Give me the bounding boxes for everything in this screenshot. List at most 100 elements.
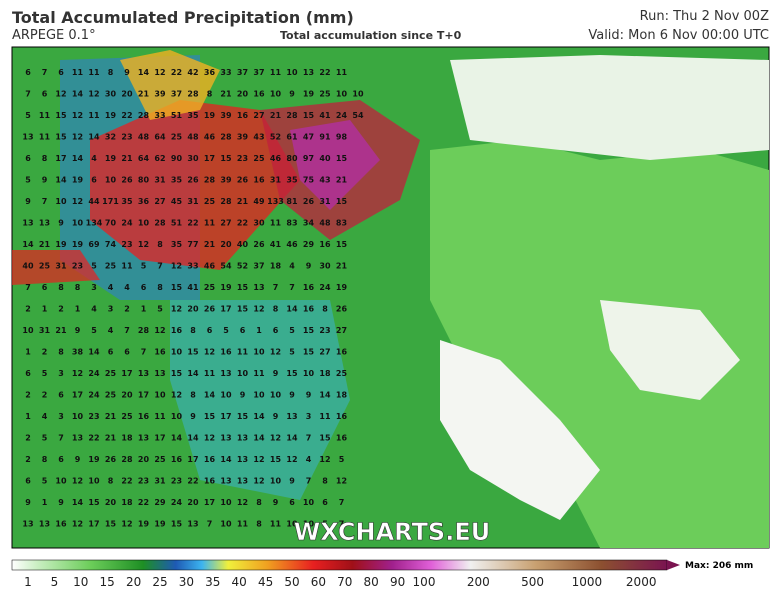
grid-value: 22 bbox=[187, 477, 198, 486]
grid-value: 16 bbox=[204, 455, 216, 464]
grid-value: 21 bbox=[336, 176, 348, 185]
grid-value: 23 bbox=[171, 477, 182, 486]
grid-value: 62 bbox=[154, 154, 165, 163]
dry-land bbox=[600, 300, 740, 400]
grid-value: 16 bbox=[253, 176, 265, 185]
grid-value: 14 bbox=[204, 391, 216, 400]
grid-value: 10 bbox=[72, 412, 84, 421]
grid-value: 10 bbox=[22, 326, 34, 335]
grid-value: 12 bbox=[138, 240, 149, 249]
grid-value: 22 bbox=[187, 219, 198, 228]
grid-value: 14 bbox=[286, 305, 298, 314]
grid-value: 54 bbox=[220, 262, 232, 271]
grid-value: 4 bbox=[91, 305, 97, 314]
grid-value: 18 bbox=[121, 498, 133, 507]
grid-value: 16 bbox=[336, 412, 348, 421]
grid-value: 12 bbox=[270, 434, 281, 443]
grid-value: 21 bbox=[220, 90, 232, 99]
grid-value: 8 bbox=[207, 90, 213, 99]
legend-tick-label: 20 bbox=[126, 575, 141, 589]
grid-value: 17 bbox=[55, 154, 66, 163]
legend-tick-label: 50 bbox=[284, 575, 299, 589]
grid-value: 24 bbox=[88, 369, 100, 378]
grid-value: 11 bbox=[270, 219, 282, 228]
grid-value: 9 bbox=[273, 369, 279, 378]
grid-value: 51 bbox=[171, 219, 183, 228]
grid-value: 13 bbox=[39, 219, 50, 228]
grid-value: 15 bbox=[336, 197, 348, 206]
grid-value: 44 bbox=[88, 197, 100, 206]
grid-value: 13 bbox=[220, 477, 231, 486]
grid-value: 23 bbox=[121, 133, 132, 142]
grid-value: 18 bbox=[336, 391, 348, 400]
grid-value: 20 bbox=[105, 498, 117, 507]
grid-value: 24 bbox=[319, 283, 331, 292]
grid-value: 83 bbox=[336, 219, 347, 228]
grid-value: 7 bbox=[157, 262, 163, 271]
grid-value: 41 bbox=[319, 111, 331, 120]
grid-value: 10 bbox=[286, 520, 298, 529]
grid-value: 10 bbox=[72, 219, 84, 228]
grid-value: 14 bbox=[253, 412, 265, 421]
legend-tick-label: 1000 bbox=[572, 575, 603, 589]
grid-value: 16 bbox=[171, 326, 183, 335]
legend-tick-label: 200 bbox=[467, 575, 490, 589]
grid-value: 11 bbox=[204, 219, 216, 228]
grid-value: 24 bbox=[171, 498, 183, 507]
grid-value: 23 bbox=[88, 412, 99, 421]
grid-value: 6 bbox=[124, 348, 130, 357]
legend-tick-label: 30 bbox=[179, 575, 194, 589]
grid-value: 37 bbox=[237, 68, 248, 77]
grid-value: 16 bbox=[154, 348, 166, 357]
grid-value: 17 bbox=[187, 455, 198, 464]
grid-value: 5 bbox=[157, 305, 163, 314]
grid-value: 12 bbox=[253, 455, 264, 464]
grid-value: 12 bbox=[171, 391, 182, 400]
grid-value: 10 bbox=[303, 520, 315, 529]
grid-value: 26 bbox=[187, 176, 199, 185]
grid-value: 5 bbox=[322, 520, 328, 529]
grid-value: 21 bbox=[105, 434, 117, 443]
grid-value: 46 bbox=[286, 240, 298, 249]
grid-value: 22 bbox=[237, 219, 248, 228]
grid-value: 5 bbox=[42, 477, 48, 486]
grid-value: 9 bbox=[58, 219, 64, 228]
grid-value: 28 bbox=[220, 197, 232, 206]
grid-value: 11 bbox=[88, 68, 100, 77]
grid-value: 10 bbox=[55, 477, 67, 486]
grid-value: 21 bbox=[204, 240, 216, 249]
grid-value: 6 bbox=[58, 455, 64, 464]
grid-value: 35 bbox=[121, 197, 133, 206]
precip-cyan bbox=[170, 300, 350, 500]
grid-value: 48 bbox=[187, 133, 199, 142]
grid-value: 75 bbox=[303, 176, 315, 185]
grid-value: 2 bbox=[58, 305, 64, 314]
grid-value: 8 bbox=[190, 326, 196, 335]
legend-tick-label: 25 bbox=[152, 575, 167, 589]
grid-value: 11 bbox=[121, 262, 133, 271]
grid-value: 25 bbox=[253, 154, 265, 163]
grid-value: 14 bbox=[72, 154, 84, 163]
grid-value: 2 bbox=[25, 305, 31, 314]
value-grid: 6 7 6 11 11 8 9 14 12 22 42 36 33 37 37 11 10 13 22 117 6 12 1… bbox=[22, 68, 364, 529]
grid-value: 12 bbox=[72, 111, 83, 120]
grid-value: 9 bbox=[25, 197, 31, 206]
grid-value: 16 bbox=[220, 348, 232, 357]
grid-value: 1 bbox=[75, 305, 81, 314]
grid-value: 5 bbox=[25, 176, 31, 185]
grid-value: 43 bbox=[253, 133, 264, 142]
grid-value: 51 bbox=[171, 111, 183, 120]
grid-value: 19 bbox=[105, 154, 117, 163]
grid-value: 16 bbox=[303, 305, 315, 314]
grid-value: 12 bbox=[154, 68, 165, 77]
grid-value: 9 bbox=[306, 391, 312, 400]
grid-value: 20 bbox=[138, 455, 150, 464]
grid-value: 7 bbox=[207, 520, 213, 529]
grid-value: 9 bbox=[289, 391, 295, 400]
grid-value: 13 bbox=[220, 369, 231, 378]
grid-value: 19 bbox=[154, 520, 166, 529]
grid-value: 21 bbox=[105, 412, 117, 421]
grid-value: 15 bbox=[336, 240, 348, 249]
grid-value: 5 bbox=[339, 455, 345, 464]
